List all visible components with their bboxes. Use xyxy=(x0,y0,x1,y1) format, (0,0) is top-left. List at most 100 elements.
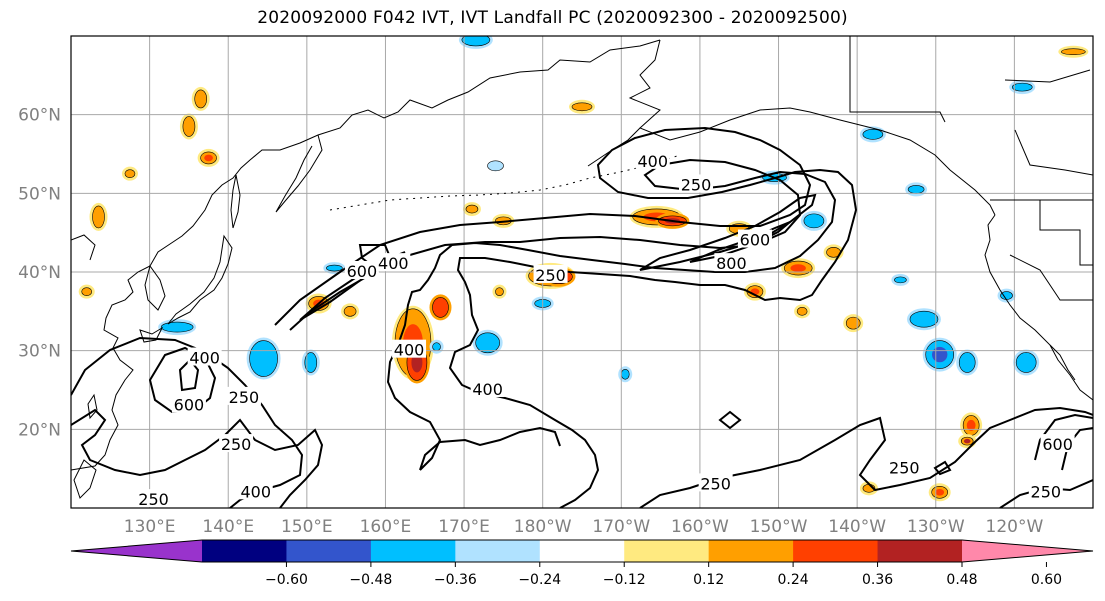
pc-blob-core-39 xyxy=(867,131,879,138)
lon-tick-label-9: 140°W xyxy=(828,517,886,537)
contour-label-bg-9 xyxy=(187,347,222,366)
pc-blob-core-14 xyxy=(185,120,193,132)
contour-label-8: 400 xyxy=(472,380,503,399)
ivt-contour-250-southeast xyxy=(639,406,1093,508)
lat-tick-label-1: 50°N xyxy=(18,184,61,204)
graticule xyxy=(71,36,1093,508)
ivt-contour-400-b xyxy=(419,426,561,471)
pc-blob-core-25 xyxy=(865,486,873,491)
pc-blob-core-47 xyxy=(168,324,186,330)
contour-label-bg-7 xyxy=(392,339,427,358)
contour-label-3: 800 xyxy=(716,254,747,273)
pc-blob-core-41 xyxy=(911,187,921,192)
colorbar-tick-label-0: −0.60 xyxy=(265,572,308,588)
colorbar-segment-3 xyxy=(370,540,456,562)
pc-blob-core-42 xyxy=(1020,356,1032,368)
contour-label-0: 400 xyxy=(637,152,668,171)
contour-label-bg-3 xyxy=(714,253,749,272)
pc-blob-core-40 xyxy=(1016,84,1028,90)
colorbar-segment-7 xyxy=(708,540,794,562)
pc-blob-core-29 xyxy=(83,289,90,294)
contour-label-2: 600 xyxy=(740,231,771,250)
map-title: 2020092000 F042 IVT, IVT Landfall PC (20… xyxy=(257,8,848,28)
pc-blob-core-15 xyxy=(197,93,205,104)
ivt-contour-small-2 xyxy=(933,460,952,476)
ivt-contour-600-c xyxy=(639,193,817,271)
pc-blob-core-20 xyxy=(966,419,976,431)
pc-blob-core-9 xyxy=(346,308,354,315)
colorbar-tick-label-6: 0.24 xyxy=(778,572,809,588)
pc-blob-core-16 xyxy=(204,154,213,162)
lon-tick-label-6: 170°W xyxy=(592,517,650,537)
colorbar-segment-5 xyxy=(539,540,625,562)
contour-label-4: 600 xyxy=(347,262,378,281)
pc-blob-core-13 xyxy=(95,210,102,223)
colorbar-segment-8 xyxy=(793,540,879,562)
contour-label-1: 250 xyxy=(681,175,712,194)
ivt-contour-small-1 xyxy=(718,410,742,430)
ivt-contour-250-west xyxy=(71,408,324,508)
contour-label-13: 400 xyxy=(240,482,271,501)
colorbar-tick-label-8: 0.48 xyxy=(946,572,977,588)
pc-blob-core-31 xyxy=(255,348,272,369)
colorbar-tick-label-7: 0.36 xyxy=(862,572,893,588)
pc-blob-core-36 xyxy=(962,356,972,368)
pc-blob-core-33 xyxy=(481,337,495,349)
pc-blob-core-24 xyxy=(799,309,805,314)
latitude-tick-labels: 60°N 50°N 40°N 30°N 20°N xyxy=(18,106,61,441)
ivt-contour-400-west xyxy=(71,336,304,508)
contour-label-bg-10 xyxy=(171,394,206,413)
pc-blob-core-22 xyxy=(935,488,945,496)
contour-label-bg-15 xyxy=(698,473,733,492)
colorbar-segment-2 xyxy=(286,540,372,562)
lat-tick-label-2: 40°N xyxy=(18,263,61,283)
colorbar-segment-4 xyxy=(455,540,541,562)
contour-label-7: 400 xyxy=(394,341,425,360)
contour-label-5: 400 xyxy=(378,254,409,273)
contour-label-bg-0 xyxy=(635,150,670,169)
pc-blob-core-38 xyxy=(808,217,820,225)
colorbar-tick-label-4: −0.12 xyxy=(603,572,646,588)
pc-blob-core-51 xyxy=(491,163,500,169)
colorbar-tick-label-9: 0.60 xyxy=(1031,572,1062,588)
contour-label-bg-14 xyxy=(136,489,171,508)
contour-label-bg-16 xyxy=(887,457,922,476)
ivt-contour-250-main xyxy=(274,126,858,508)
colorbar-segment-6 xyxy=(624,540,710,562)
ivt-contour-400-a xyxy=(289,158,837,471)
ivt-contour-400-southeast xyxy=(1034,413,1093,461)
lat-tick-label-4: 20°N xyxy=(18,420,61,440)
contour-label-6: 250 xyxy=(535,266,566,285)
lon-tick-label-11: 120°W xyxy=(986,517,1044,537)
pc-blob-core-35 xyxy=(932,346,948,363)
map-frame xyxy=(70,35,1094,509)
colorbar-outline xyxy=(70,539,1094,563)
contour-label-18: 250 xyxy=(1031,482,1062,501)
colorbar-segment-9 xyxy=(877,540,963,562)
pc-blob-core-10 xyxy=(790,264,806,272)
pc-blob-core-11 xyxy=(829,249,838,256)
lon-tick-label-7: 160°W xyxy=(671,517,729,537)
lon-tick-label-2: 150°E xyxy=(281,517,333,537)
contour-label-15: 250 xyxy=(700,474,731,493)
pc-blob-core-46 xyxy=(434,344,439,349)
coastlines xyxy=(71,36,1093,499)
contour-label-bg-13 xyxy=(238,481,273,500)
lat-tick-label-3: 30°N xyxy=(18,342,61,362)
pc-blob-core-26 xyxy=(576,104,588,110)
lon-tick-label-8: 150°W xyxy=(750,517,808,537)
pc-blob-core-21 xyxy=(963,438,971,444)
lon-tick-label-10: 130°W xyxy=(907,517,965,537)
contour-label-bg-2 xyxy=(737,229,772,248)
colorbar-segment-1 xyxy=(202,540,287,562)
pc-blob-core-28 xyxy=(1066,49,1080,54)
ivt-contours xyxy=(71,126,1093,508)
ivt-contour-800 xyxy=(689,221,791,263)
contour-label-17: 600 xyxy=(1042,435,1073,454)
contour-label-bg-1 xyxy=(678,174,713,193)
pc-blob-core-19 xyxy=(497,289,502,294)
contour-label-10: 600 xyxy=(174,396,205,415)
pc-blob-core-34 xyxy=(916,314,932,324)
lon-tick-label-1: 140°E xyxy=(202,517,254,537)
